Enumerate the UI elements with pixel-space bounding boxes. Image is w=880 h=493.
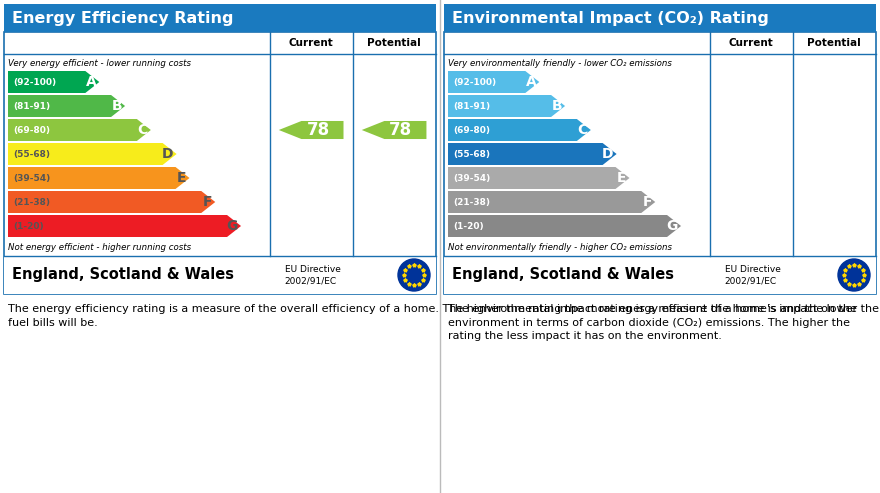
Text: (39-54): (39-54) — [453, 174, 490, 182]
Text: (1-20): (1-20) — [13, 221, 44, 231]
Text: Very energy efficient - lower running costs: Very energy efficient - lower running co… — [8, 59, 191, 68]
Text: (81-91): (81-91) — [13, 102, 50, 110]
Bar — [4, 4, 436, 32]
Text: C: C — [137, 123, 148, 137]
Text: EU Directive: EU Directive — [725, 266, 781, 275]
Polygon shape — [8, 143, 177, 165]
Text: D: D — [162, 147, 173, 161]
Text: A: A — [85, 75, 96, 89]
Text: Energy Efficiency Rating: Energy Efficiency Rating — [12, 10, 233, 26]
Text: (21-38): (21-38) — [13, 198, 50, 207]
Polygon shape — [8, 215, 241, 237]
Text: Not energy efficient - higher running costs: Not energy efficient - higher running co… — [8, 243, 191, 251]
Polygon shape — [448, 191, 656, 213]
Text: (1-20): (1-20) — [453, 221, 484, 231]
Polygon shape — [448, 71, 539, 93]
Text: Current: Current — [289, 38, 334, 48]
Text: F: F — [202, 195, 212, 209]
Text: The energy efficiency rating is a measure of the overall efficiency of a home. T: The energy efficiency rating is a measur… — [8, 304, 879, 328]
Text: E: E — [177, 171, 187, 185]
Text: (69-80): (69-80) — [13, 126, 50, 135]
Text: F: F — [642, 195, 652, 209]
Text: Current: Current — [729, 38, 774, 48]
Polygon shape — [448, 95, 565, 117]
Polygon shape — [8, 191, 216, 213]
Text: Potential: Potential — [807, 38, 861, 48]
Text: (39-54): (39-54) — [13, 174, 50, 182]
Polygon shape — [448, 167, 629, 189]
Text: C: C — [577, 123, 588, 137]
Polygon shape — [448, 119, 590, 141]
Text: (92-100): (92-100) — [453, 77, 496, 86]
Polygon shape — [8, 71, 99, 93]
Polygon shape — [448, 143, 617, 165]
Text: (55-68): (55-68) — [13, 149, 50, 159]
Text: (69-80): (69-80) — [453, 126, 490, 135]
Text: 2002/91/EC: 2002/91/EC — [285, 277, 337, 285]
Text: (21-38): (21-38) — [453, 198, 490, 207]
Text: (92-100): (92-100) — [13, 77, 56, 86]
Text: B: B — [112, 99, 122, 113]
Bar — [444, 32, 876, 294]
Bar — [444, 256, 876, 294]
Text: Very environmentally friendly - lower CO₂ emissions: Very environmentally friendly - lower CO… — [448, 59, 671, 68]
Polygon shape — [448, 215, 681, 237]
Text: 78: 78 — [389, 121, 413, 139]
Text: 78: 78 — [306, 121, 329, 139]
Polygon shape — [362, 121, 427, 139]
Circle shape — [398, 259, 430, 291]
Circle shape — [838, 259, 870, 291]
Text: The environmental impact rating is a measure of a home's impact on the environme: The environmental impact rating is a mea… — [448, 304, 857, 341]
Text: England, Scotland & Wales: England, Scotland & Wales — [12, 268, 234, 282]
Text: Environmental Impact (CO₂) Rating: Environmental Impact (CO₂) Rating — [452, 10, 769, 26]
Text: G: G — [667, 219, 678, 233]
Bar — [444, 4, 876, 32]
Text: England, Scotland & Wales: England, Scotland & Wales — [452, 268, 674, 282]
Text: 2002/91/EC: 2002/91/EC — [725, 277, 777, 285]
Bar — [4, 32, 436, 294]
Polygon shape — [8, 95, 125, 117]
Text: D: D — [602, 147, 613, 161]
Text: G: G — [227, 219, 238, 233]
Text: EU Directive: EU Directive — [285, 266, 341, 275]
Polygon shape — [8, 119, 150, 141]
Text: Potential: Potential — [367, 38, 421, 48]
Text: Not environmentally friendly - higher CO₂ emissions: Not environmentally friendly - higher CO… — [448, 243, 672, 251]
Text: A: A — [525, 75, 536, 89]
Polygon shape — [8, 167, 189, 189]
Text: B: B — [552, 99, 562, 113]
Polygon shape — [279, 121, 343, 139]
Text: E: E — [617, 171, 627, 185]
Text: (55-68): (55-68) — [453, 149, 490, 159]
Bar — [4, 256, 436, 294]
Text: (81-91): (81-91) — [453, 102, 490, 110]
